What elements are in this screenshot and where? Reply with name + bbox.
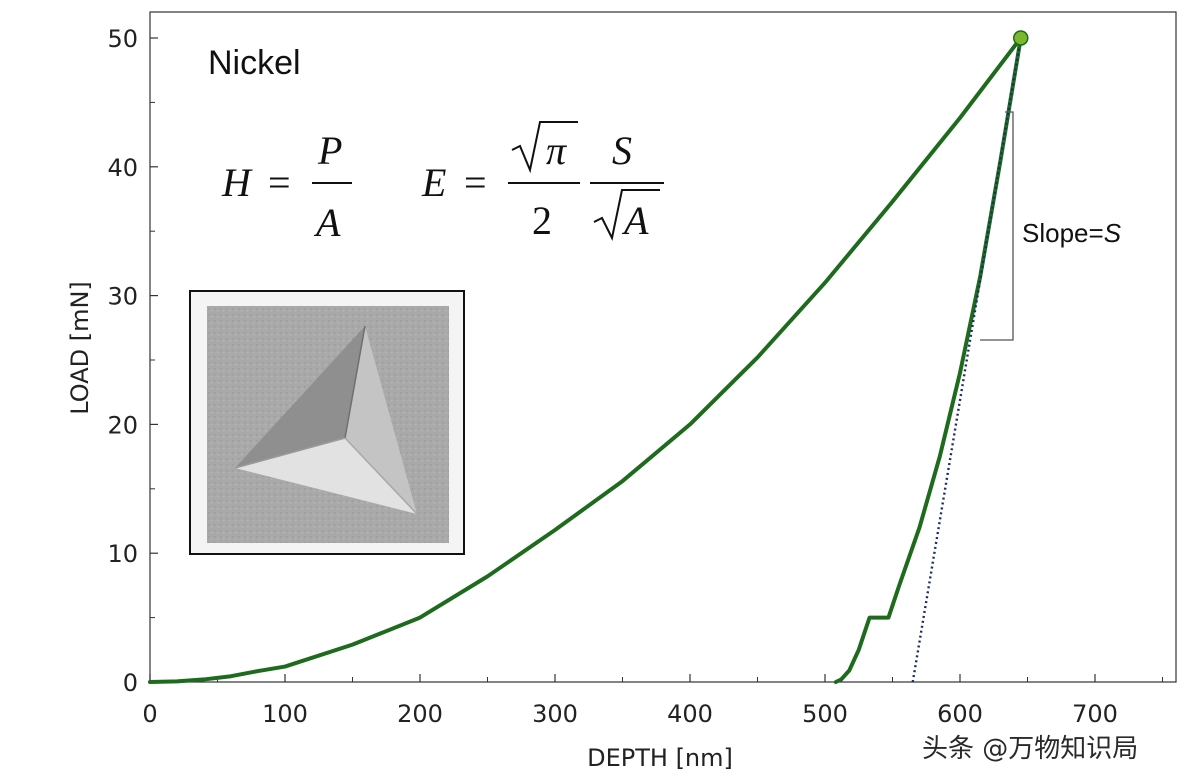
x-tick-label: 200 [397,700,443,728]
x-tick-label: 700 [1072,700,1118,728]
x-axis-ticks: 0 100 200 300 400 500 600 700 [142,674,1163,728]
loading-curve [148,36,1023,684]
x-axis-title: DEPTH [nm] [587,744,733,772]
svg-text:E: E [421,160,446,205]
x-tick-label: 500 [802,700,848,728]
svg-text:P: P [317,128,342,173]
svg-text:S: S [612,128,632,173]
x-tick-label: 0 [142,700,157,728]
y-axis-title: LOAD [mN] [66,281,94,415]
y-tick-label: 0 [123,669,138,697]
y-tick-label: 10 [107,540,138,568]
y-axis-ticks: 0 10 20 30 40 50 [107,25,158,697]
y-tick-label: 20 [107,411,138,439]
slope-bracket [980,111,1014,341]
svg-text:A: A [621,198,649,243]
x-tick-label: 300 [532,700,578,728]
plot-frame [149,11,1177,683]
max-load-marker [1013,30,1029,46]
svg-text:=: = [268,160,291,205]
x-tick-label: 100 [262,700,308,728]
y-tick-label: 30 [107,283,138,311]
svg-text:H: H [221,160,253,205]
indent-image-inset [189,290,465,555]
slope-label: Slope=S [1022,218,1122,248]
modulus-equation: E = π 2 S A [421,121,664,243]
sample-label: Nickel [208,44,301,82]
svg-text:=: = [464,160,487,205]
svg-text:2: 2 [532,198,552,243]
svg-text:π: π [546,128,567,173]
unloading-curve [833,36,1023,684]
x-tick-label: 600 [937,700,983,728]
tangent-line [911,37,1022,683]
x-tick-label: 400 [667,700,713,728]
y-tick-label: 40 [107,154,138,182]
svg-text:A: A [313,200,341,245]
watermark-text: 头条 @万物知识局 [922,734,1139,764]
hardness-equation: H = P A [221,128,352,245]
curve-layer [148,30,1029,684]
indent-photo [207,306,449,543]
triangular-indent-image [207,306,449,543]
y-tick-label: 50 [107,25,138,53]
